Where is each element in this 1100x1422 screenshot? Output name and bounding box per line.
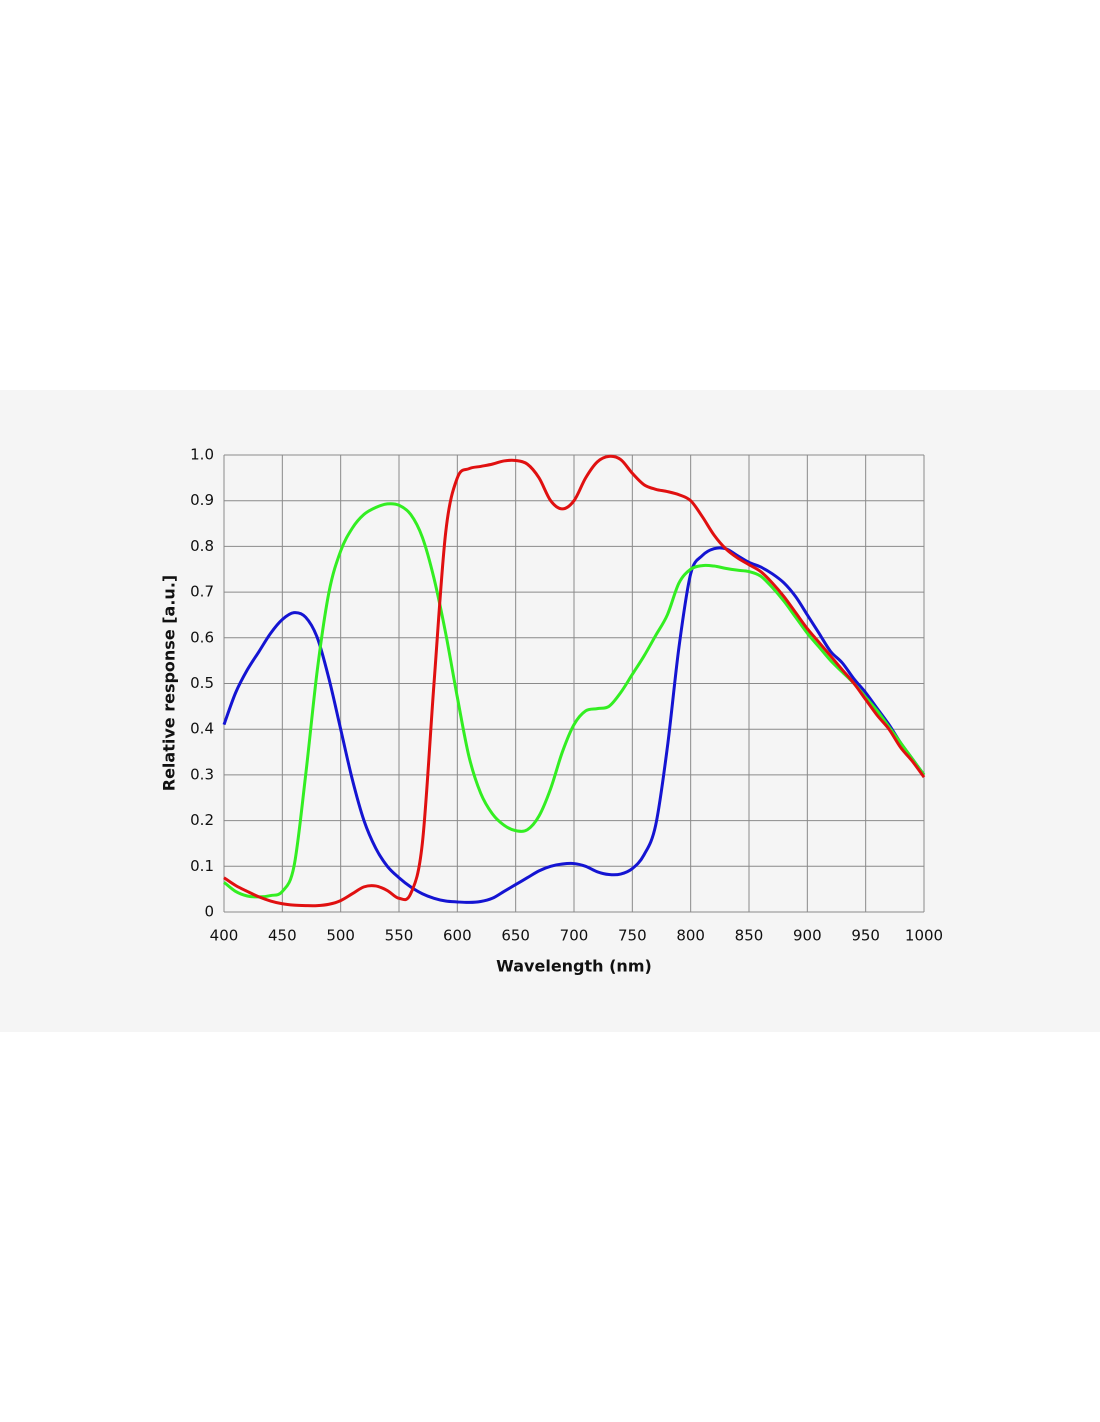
y-tick-label: 0.6	[190, 628, 214, 646]
y-tick-label: 0.4	[190, 720, 214, 738]
series-line	[223, 502, 926, 899]
x-axis-label: Wavelength (nm)	[496, 957, 652, 976]
y-tick-label: 0	[204, 903, 214, 921]
x-tick-label: 650	[501, 927, 530, 945]
x-tick-label: 450	[268, 927, 297, 945]
x-tick-label: 400	[210, 927, 239, 945]
x-tick-label: 800	[676, 927, 705, 945]
x-tick-label: 550	[385, 927, 414, 945]
x-tick-label: 600	[443, 927, 472, 945]
x-tick-label: 500	[326, 927, 355, 945]
y-tick-label: 0.7	[190, 583, 214, 601]
y-tick-label: 0.5	[190, 674, 214, 692]
y-tick-label: 1.0	[190, 446, 214, 464]
series-line	[223, 454, 926, 908]
x-tick-label: 700	[560, 927, 589, 945]
y-tick-label: 0.8	[190, 537, 214, 555]
x-tick-label: 850	[735, 927, 764, 945]
y-tick-label: 0.9	[190, 491, 214, 509]
y-tick-label: 0.3	[190, 765, 214, 783]
y-axis-label: Relative response [a.u.]	[160, 575, 179, 791]
x-tick-label: 1000	[905, 927, 943, 945]
y-tick-label: 0.1	[190, 857, 214, 875]
x-tick-label: 950	[851, 927, 880, 945]
y-tick-label: 0.2	[190, 811, 214, 829]
x-tick-label: 900	[793, 927, 822, 945]
series-line	[222, 546, 926, 904]
x-tick-label: 750	[618, 927, 647, 945]
